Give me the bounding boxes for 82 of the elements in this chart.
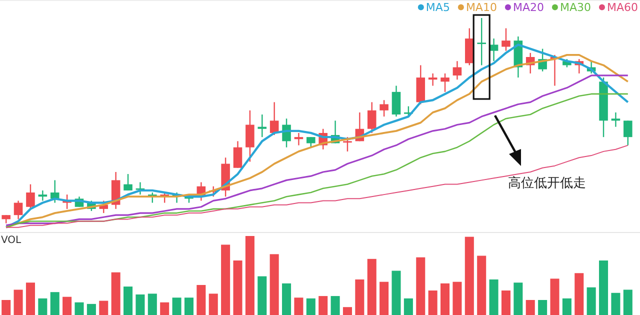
- legend-label: MA20: [512, 1, 544, 14]
- bar: [404, 298, 413, 315]
- candlestick: [452, 60, 462, 80]
- bar: [172, 298, 182, 315]
- candlestick: [624, 120, 632, 146]
- bar: [124, 286, 133, 315]
- legend-label: MA10: [466, 1, 497, 14]
- bar: [270, 254, 279, 315]
- candlestick: [124, 173, 132, 192]
- bar: [318, 296, 328, 315]
- candlestick: [246, 110, 254, 162]
- bar: [586, 287, 596, 315]
- legend-label: MA30: [560, 1, 591, 14]
- bar: [355, 279, 364, 315]
- candlestick: [489, 38, 498, 62]
- bar: [136, 294, 145, 315]
- bar: [514, 282, 523, 315]
- candlestick: [502, 28, 510, 52]
- bar: [111, 272, 120, 315]
- bar: [294, 298, 304, 315]
- bar: [160, 302, 170, 315]
- legend-label: MA60: [606, 1, 638, 14]
- bar: [489, 279, 498, 315]
- candlestick: [477, 17, 486, 66]
- bar: [477, 256, 486, 315]
- bar: [538, 300, 548, 315]
- bar: [221, 244, 230, 315]
- bar: [74, 302, 84, 315]
- bar: [611, 292, 620, 315]
- candlestick: [258, 114, 267, 138]
- bar: [574, 273, 584, 315]
- bar: [306, 298, 316, 315]
- candlestick: [440, 72, 450, 93]
- candlestick: [26, 184, 35, 210]
- bar: [562, 298, 572, 315]
- bar: [464, 236, 474, 315]
- candlestick: [270, 102, 279, 136]
- bar: [342, 307, 352, 315]
- bar: [26, 282, 35, 315]
- bar: [416, 257, 426, 315]
- bar: [330, 296, 340, 315]
- candlestick: [294, 132, 304, 146]
- bar: [38, 298, 48, 315]
- annotation: 高位低开低走: [508, 175, 586, 191]
- bar: [550, 278, 560, 315]
- bar: [86, 304, 96, 315]
- chart-title: VOL: [1, 235, 22, 246]
- candlestick: [380, 100, 388, 118]
- bar: [380, 282, 389, 315]
- bar: [233, 260, 242, 315]
- candlestick: [611, 112, 620, 128]
- bar: [623, 290, 632, 315]
- bar: [50, 292, 60, 315]
- bar: [599, 260, 608, 315]
- candlestick: [428, 72, 438, 86]
- bar: [184, 298, 194, 315]
- candlestick: [50, 180, 60, 204]
- bar: [367, 258, 376, 315]
- bar: [392, 270, 401, 315]
- candlestick: [392, 85, 401, 118]
- bar: [440, 283, 450, 315]
- bar: [526, 300, 535, 315]
- candlestick: [14, 200, 23, 220]
- bar: [452, 282, 462, 315]
- legend-label: MA5: [426, 1, 450, 14]
- candlestick: [306, 136, 316, 148]
- bar: [196, 284, 206, 315]
- candlestick: [233, 140, 242, 168]
- bar: [99, 300, 108, 315]
- candlestick: [367, 102, 376, 134]
- bar: [245, 236, 254, 315]
- bar: [258, 276, 267, 315]
- bar: [282, 283, 292, 315]
- bar: [208, 294, 218, 315]
- candlestick: [38, 190, 48, 202]
- candlestick: [343, 136, 352, 152]
- bar: [2, 300, 11, 315]
- bar: [428, 290, 438, 315]
- bar: [501, 290, 510, 315]
- bar: [148, 294, 157, 315]
- bar: [14, 290, 23, 315]
- bar: [62, 296, 72, 315]
